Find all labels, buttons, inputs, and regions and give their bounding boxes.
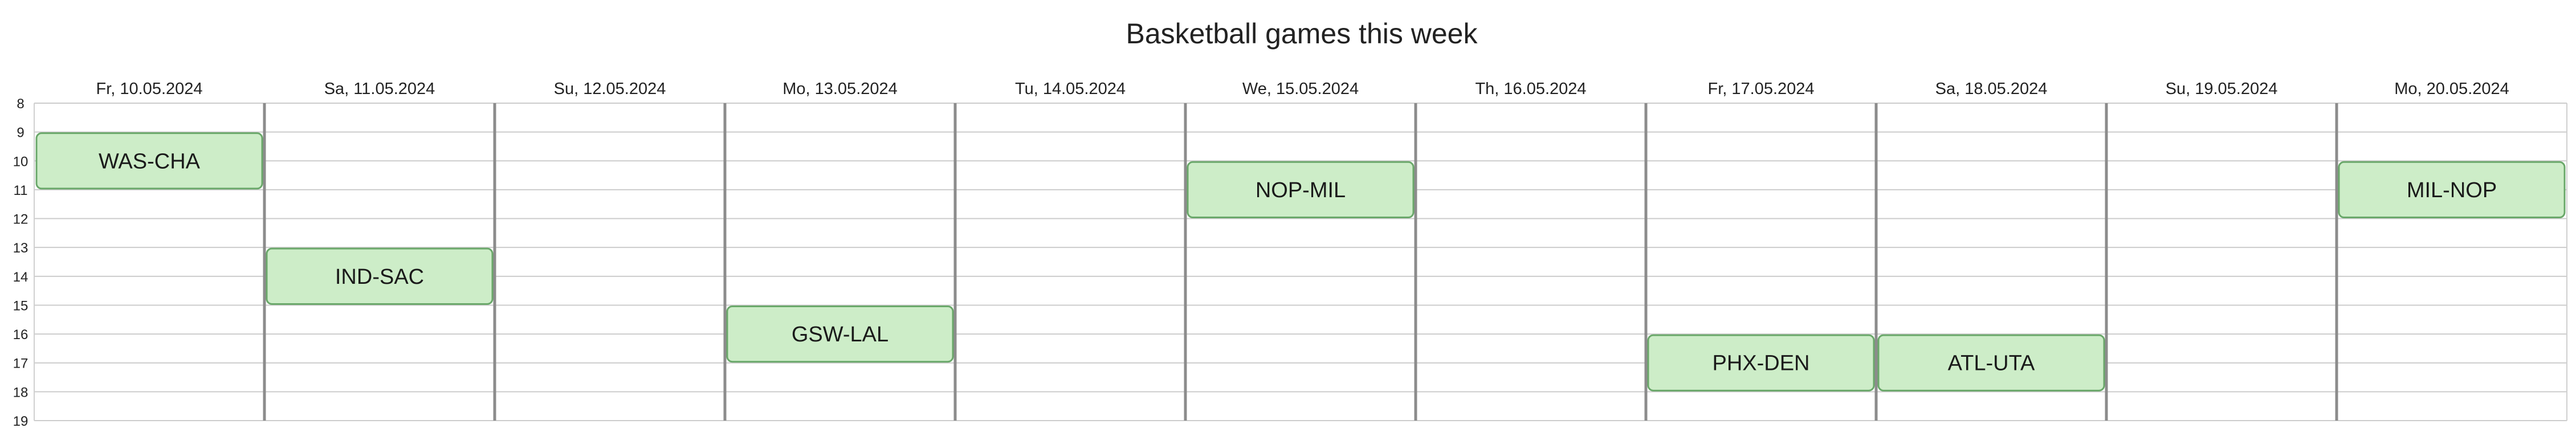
- event-label: GSW-LAL: [792, 323, 888, 347]
- hour-label: 10: [13, 154, 28, 169]
- event-box: [35, 132, 263, 190]
- hour-label: 13: [13, 241, 28, 256]
- hour-label: 14: [13, 270, 28, 285]
- day-label: Mo, 20.05.2024: [2394, 80, 2509, 98]
- event-label: ATL-UTA: [1948, 352, 2035, 376]
- day-label: Fr, 10.05.2024: [96, 80, 202, 98]
- hour-label: 17: [13, 356, 28, 372]
- event-label: NOP-MIL: [1256, 178, 1346, 202]
- event-box: [2338, 161, 2566, 219]
- hour-label: 8: [17, 96, 24, 112]
- hour-label: 19: [13, 414, 28, 429]
- day-label: Fr, 17.05.2024: [1707, 80, 1814, 98]
- hour-label: 16: [13, 327, 28, 343]
- event-box: [1877, 334, 2105, 392]
- event-box: [266, 247, 494, 305]
- event-box: [1647, 334, 1875, 392]
- event-label: MIL-NOP: [2407, 178, 2497, 202]
- hour-label: 12: [13, 212, 28, 227]
- day-label: We, 15.05.2024: [1242, 80, 1359, 98]
- day-label: Sa, 11.05.2024: [324, 80, 435, 98]
- event-label: IND-SAC: [335, 265, 424, 289]
- event-box: [726, 305, 954, 363]
- chart-title: Basketball games this week: [1126, 18, 1478, 50]
- event-label: WAS-CHA: [99, 149, 201, 173]
- hour-label: 15: [13, 298, 28, 313]
- event-box: [1187, 161, 1415, 219]
- grid: [34, 103, 2567, 421]
- hour-label: 18: [13, 385, 28, 400]
- event-label: PHX-DEN: [1712, 352, 1809, 376]
- day-label: Mo, 13.05.2024: [782, 80, 898, 98]
- day-label: Sa, 18.05.2024: [1935, 80, 2048, 98]
- day-label: Tu, 14.05.2024: [1015, 80, 1126, 98]
- day-label: Su, 12.05.2024: [554, 80, 666, 98]
- hour-labels: 8 9 10 11 12 13 14 15 16 17 18 19: [13, 96, 28, 429]
- hour-label: 11: [14, 183, 28, 198]
- hour-label: 9: [17, 125, 24, 141]
- day-labels: Fr, 10.05.2024 Sa, 11.05.2024 Su, 12.05.20…: [96, 80, 2509, 98]
- day-label: Su, 19.05.2024: [2166, 80, 2278, 98]
- events: WAS-CHA IND-SAC GSW-LAL NOP-MIL PHX-DEN ATL-U…: [35, 132, 2566, 392]
- day-label: Th, 16.05.2024: [1475, 80, 1586, 98]
